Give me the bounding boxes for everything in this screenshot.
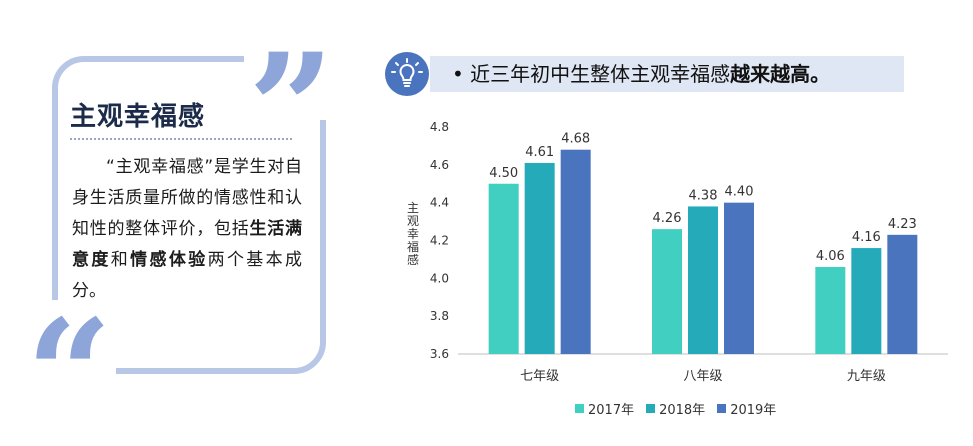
lightbulb-icon xyxy=(385,52,429,96)
legend-swatch xyxy=(717,404,727,413)
bar-value-label: 4.26 xyxy=(653,211,682,226)
y-tick-label: 4.8 xyxy=(430,120,449,134)
bar-value-label: 4.50 xyxy=(489,166,518,181)
bar-value-label: 4.16 xyxy=(852,230,881,245)
header-text-bold: 越来越高。 xyxy=(730,62,831,86)
chart-legend: 2017年 2018年 2019年 xyxy=(575,399,776,418)
header-text-prefix: • 近三年初中生整体主观幸福感 xyxy=(452,62,731,86)
card-title: 主观幸福感 xyxy=(70,102,206,132)
bar-value-label: 4.06 xyxy=(816,249,845,264)
card-body-end: 两个基本成分。 xyxy=(72,250,303,301)
legend-swatch xyxy=(575,404,584,413)
y-axis-label: 主观幸福感 xyxy=(406,201,419,267)
header-text: • 近三年初中生整体主观幸福感越来越高。 xyxy=(452,60,830,88)
x-tick-label: 八年级 xyxy=(683,369,722,384)
card-divider xyxy=(70,138,292,140)
card-body-intro: “主观幸福感”是学生对自身生活质量所做的情感性和认知性的整体评价，包括 xyxy=(72,157,302,239)
bar xyxy=(524,162,555,354)
card-body: “主观幸福感”是学生对自身生活质量所做的情感性和认知性的整体评价，包括生活满意度… xyxy=(72,152,302,307)
card-body-bold-emotion: 情感体验 xyxy=(130,250,208,270)
bar xyxy=(488,183,519,354)
bar xyxy=(724,202,754,354)
legend-swatch xyxy=(646,404,656,413)
legend-entry: 2017年 xyxy=(575,399,634,418)
y-tick-label: 3.8 xyxy=(430,309,449,323)
bar xyxy=(652,229,682,354)
header-bar xyxy=(430,56,904,92)
y-tick-label: 4.2 xyxy=(430,234,449,248)
legend-label: 2017年 xyxy=(588,403,635,418)
x-tick-label: 九年级 xyxy=(847,369,886,384)
legend-label: 2018年 xyxy=(659,403,706,418)
bar-value-label: 4.68 xyxy=(561,132,590,147)
bar xyxy=(851,248,882,354)
legend-entry: 2018年 xyxy=(646,399,705,418)
bar xyxy=(560,149,591,354)
card-body-bold-satisfaction: 生活满意度 xyxy=(72,219,302,270)
y-tick-label: 3.6 xyxy=(430,347,449,361)
x-tick-label: 七年级 xyxy=(520,369,559,384)
bar-value-label: 4.61 xyxy=(525,145,554,160)
bar xyxy=(887,234,918,354)
legend-label: 2019年 xyxy=(730,403,777,418)
close-quote-icon: ” xyxy=(244,34,339,120)
y-tick-label: 4.6 xyxy=(430,158,449,172)
y-tick-label: 4.0 xyxy=(430,271,449,285)
bar xyxy=(815,266,846,354)
card-body-mid: 和 xyxy=(110,250,131,270)
bar-value-label: 4.38 xyxy=(689,188,718,203)
y-tick-label: 4.4 xyxy=(430,196,449,210)
bar-value-label: 4.23 xyxy=(888,217,917,232)
open-quote-icon: “ xyxy=(22,300,117,390)
bar xyxy=(688,206,718,354)
bar-value-label: 4.40 xyxy=(725,185,754,200)
legend-entry: 2019年 xyxy=(717,399,776,418)
